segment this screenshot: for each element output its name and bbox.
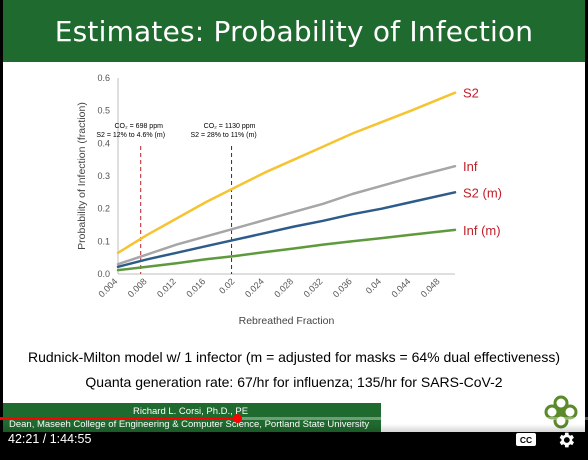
y-tick-label: 0.4	[97, 138, 110, 148]
x-tick-label: 0.04	[364, 276, 383, 295]
x-tick-label: 0.044	[389, 276, 412, 299]
x-tick-label: 0.02	[217, 276, 236, 295]
x-tick-label: 0.032	[302, 276, 325, 299]
co2-annotation-line2: S2 = 28% to 11% (m)	[190, 132, 256, 139]
series-line	[116, 91, 457, 255]
series-label: S2 (m)	[463, 185, 502, 200]
x-tick-label: 0.008	[126, 276, 149, 299]
y-tick-label: 0.0	[97, 269, 110, 279]
x-tick-label: 0.036	[331, 276, 354, 299]
closed-captions-button[interactable]: CC	[516, 433, 536, 446]
line-chart: 0.0 0.1 0.2 0.3 0.4 0.5 0.6 0.004 0.008 0.012 0.01…	[76, 73, 502, 327]
slide-title: Estimates: Probability of Infection	[54, 14, 534, 48]
series-label: S2	[463, 86, 479, 101]
x-tick-label: 0.016	[184, 276, 207, 299]
co2-annotation-line2: S2 = 12% to 4.6% (m)	[96, 132, 165, 139]
time-display: 42:21 / 1:44:55	[8, 432, 92, 446]
model-description: Rudnick-Milton model w/ 1 infector (m = …	[28, 349, 560, 365]
y-tick-label: 0.3	[97, 171, 110, 181]
x-tick-label: 0.004	[96, 276, 119, 299]
presenter-name: Richard L. Corsi, Ph.D., PE	[133, 406, 249, 417]
progress-bar[interactable]	[0, 414, 588, 423]
series-label: Inf	[463, 159, 478, 174]
y-tick-label: 0.1	[97, 236, 110, 246]
x-tick-label: 0.048	[419, 276, 442, 299]
quanta-rate-text: Quanta generation rate: 67/hr for influe…	[85, 374, 503, 390]
player-controls-bar	[0, 424, 588, 460]
x-tick-label: 0.012	[155, 276, 178, 299]
co2-annotation-line1: CO₂ = 698 ppm	[114, 123, 163, 130]
series-label: Inf (m)	[463, 223, 501, 238]
y-tick-label: 0.2	[97, 204, 110, 214]
x-tick-label: 0.028	[272, 276, 295, 299]
gear-icon[interactable]	[556, 430, 576, 450]
series-line	[116, 191, 457, 269]
x-tick-label: 0.024	[243, 276, 266, 299]
presentation-slide: Estimates: Probability of Infection 0.0 0…	[3, 0, 585, 432]
title-bar: Estimates: Probability of Infection	[3, 0, 585, 62]
y-tick-label: 0.5	[97, 106, 110, 116]
x-axis-label: Rebreathed Fraction	[239, 315, 335, 327]
series-line	[116, 164, 457, 266]
progress-scrubber[interactable]	[233, 414, 243, 423]
progress-played	[0, 417, 238, 420]
y-tick-label: 0.6	[97, 73, 110, 83]
series-line	[116, 228, 457, 272]
y-axis-label: Probability of Infection (fraction)	[76, 102, 88, 250]
co2-annotation-line1: CO₂ = 1130 ppm	[204, 123, 256, 130]
